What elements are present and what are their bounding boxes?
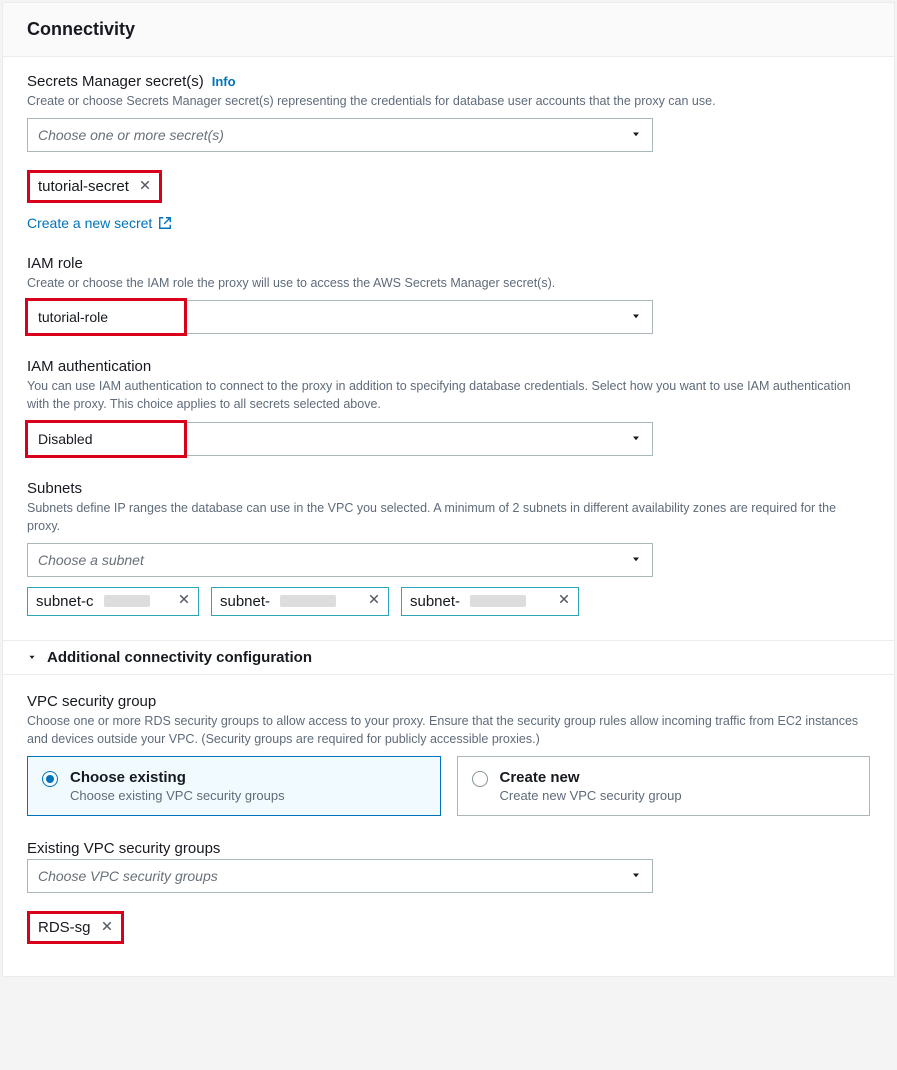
redacted-text [104, 595, 150, 607]
chevron-down-icon [630, 301, 642, 333]
redacted-text [470, 595, 526, 607]
vpc-sg-choose-existing-tile[interactable]: Choose existing Choose existing VPC secu… [27, 756, 441, 816]
iam-role-select[interactable]: tutorial-role [27, 300, 653, 334]
expander-label: Additional connectivity configuration [47, 649, 312, 666]
existing-sg-label: Existing VPC security groups [27, 840, 870, 857]
secrets-desc: Create or choose Secrets Manager secret(… [27, 92, 870, 110]
existing-sg-field: Existing VPC security groups Choose VPC … [27, 840, 870, 944]
create-title: Create new [500, 769, 682, 786]
panel-header: Connectivity [3, 3, 894, 57]
vpc-sg-label: VPC security group [27, 693, 870, 710]
subnet-chip-2-remove[interactable] [558, 593, 570, 609]
secrets-placeholder: Choose one or more secret(s) [38, 127, 224, 143]
chevron-down-icon [630, 119, 642, 151]
connectivity-panel: Connectivity Secrets Manager secret(s) I… [2, 2, 895, 977]
secrets-field: Secrets Manager secret(s) Info Create or… [27, 73, 870, 231]
iam-auth-value: Disabled [38, 431, 92, 447]
subnet-chip-0-remove[interactable] [178, 593, 190, 609]
iam-auth-select[interactable]: Disabled [27, 422, 653, 456]
existing-sg-chip-label: RDS-sg [38, 919, 91, 936]
secrets-info-link[interactable]: Info [212, 74, 236, 89]
subnet-chip-0: subnet-c [27, 587, 199, 616]
external-link-icon [158, 216, 172, 230]
vpc-sg-field: VPC security group Choose one or more RD… [27, 693, 870, 816]
create-desc: Create new VPC security group [500, 788, 682, 803]
secrets-label: Secrets Manager secret(s) [27, 73, 204, 90]
iam-role-field: IAM role Create or choose the IAM role t… [27, 255, 870, 334]
subnets-field: Subnets Subnets define IP ranges the dat… [27, 480, 870, 616]
secrets-chip: tutorial-secret [30, 173, 159, 200]
panel-title: Connectivity [27, 19, 870, 40]
subnet-chip-1: subnet- [211, 587, 389, 616]
chevron-down-icon [630, 423, 642, 455]
secrets-chip-label: tutorial-secret [38, 178, 129, 195]
subnet-chip-2: subnet- [401, 587, 579, 616]
subnet-chip-1-remove[interactable] [368, 593, 380, 609]
secrets-chip-remove[interactable] [139, 179, 151, 195]
iam-role-label: IAM role [27, 255, 870, 272]
chevron-down-icon [27, 652, 37, 662]
iam-auth-field: IAM authentication You can use IAM authe… [27, 358, 870, 455]
radio-checked-icon [42, 771, 58, 787]
existing-sg-chip-remove[interactable] [101, 920, 113, 936]
existing-desc: Choose existing VPC security groups [70, 788, 285, 803]
vpc-sg-create-new-tile[interactable]: Create new Create new VPC security group [457, 756, 871, 816]
panel-body: Secrets Manager secret(s) Info Create or… [3, 57, 894, 976]
iam-auth-desc: You can use IAM authentication to connec… [27, 377, 870, 413]
subnets-select[interactable]: Choose a subnet [27, 543, 653, 577]
subnet-chip-0-label: subnet-c [36, 593, 94, 610]
existing-sg-placeholder: Choose VPC security groups [38, 868, 218, 884]
radio-unchecked-icon [472, 771, 488, 787]
secrets-select[interactable]: Choose one or more secret(s) [27, 118, 653, 152]
vpc-sg-desc: Choose one or more RDS security groups t… [27, 712, 870, 748]
subnets-placeholder: Choose a subnet [38, 552, 144, 568]
additional-config-expander[interactable]: Additional connectivity configuration [3, 640, 894, 675]
subnet-chip-1-label: subnet- [220, 593, 270, 610]
subnets-label: Subnets [27, 480, 870, 497]
create-secret-label: Create a new secret [27, 215, 152, 231]
subnet-chip-2-label: subnet- [410, 593, 460, 610]
existing-sg-select[interactable]: Choose VPC security groups [27, 859, 653, 893]
iam-auth-label: IAM authentication [27, 358, 870, 375]
chevron-down-icon [630, 860, 642, 892]
create-secret-link[interactable]: Create a new secret [27, 215, 870, 231]
existing-sg-chip: RDS-sg [30, 914, 121, 941]
existing-title: Choose existing [70, 769, 285, 786]
iam-role-value: tutorial-role [38, 309, 108, 325]
subnets-desc: Subnets define IP ranges the database ca… [27, 499, 870, 535]
existing-sg-chip-highlight: RDS-sg [27, 911, 124, 944]
secrets-label-row: Secrets Manager secret(s) Info [27, 73, 870, 90]
redacted-text [280, 595, 336, 607]
secrets-chip-highlight: tutorial-secret [27, 170, 162, 203]
iam-role-desc: Create or choose the IAM role the proxy … [27, 274, 870, 292]
chevron-down-icon [630, 544, 642, 576]
